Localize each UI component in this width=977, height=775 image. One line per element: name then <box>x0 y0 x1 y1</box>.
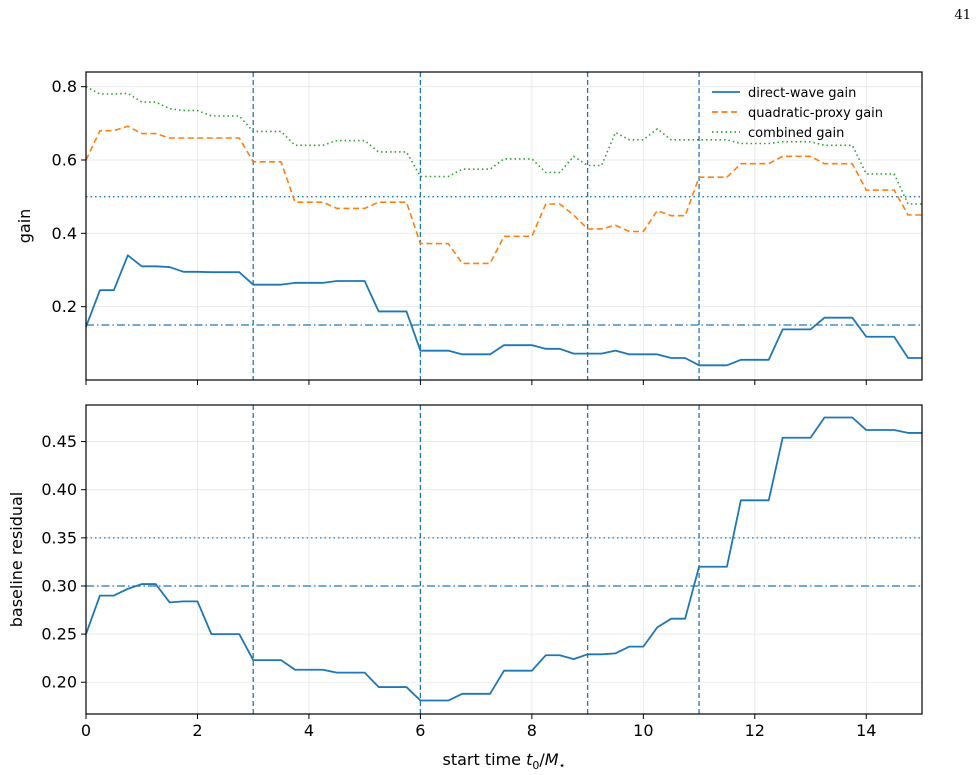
x-axis-label-part: / <box>539 750 545 769</box>
x-tick-label: 4 <box>304 721 314 740</box>
x-tick-label: 8 <box>527 721 537 740</box>
x-axis-label-part: 0 <box>532 759 539 772</box>
y-tick-label: 0.4 <box>52 224 77 243</box>
x-axis-label-part: start time <box>443 750 527 769</box>
y-tick-label: 0.8 <box>52 77 77 96</box>
y-tick-label: 0.2 <box>52 297 77 316</box>
direct-wave-gain-line <box>85 254 922 367</box>
y-tick-label: 0.20 <box>41 673 77 692</box>
x-tick-label: 10 <box>633 721 653 740</box>
residual-line <box>85 416 922 702</box>
axes-frame <box>85 404 923 715</box>
y-tick-label: 0.30 <box>41 576 77 595</box>
legend-label: combined gain <box>748 126 844 141</box>
gain-panel: 0.2 0.4 0.6 0.8 gain direct-wave gain quadrati… <box>15 71 923 385</box>
page-number: 41 <box>954 8 971 23</box>
legend-label: direct-wave gain <box>748 86 856 101</box>
axes-frame <box>85 71 923 381</box>
x-axis-label-part: M <box>545 750 559 769</box>
y-tick-label: 0.40 <box>41 480 77 499</box>
x-tick-label: 14 <box>856 721 876 740</box>
baseline-residual-panel: 0 2 4 6 8 10 12 14 0.20 0.25 0.30 0.35 0.40 0.45 basel… <box>7 404 923 772</box>
y-axis-label: gain <box>15 209 34 244</box>
combined-gain-line <box>85 85 922 205</box>
y-axis-label: baseline residual <box>7 492 26 628</box>
x-axis-label: start time t0/M⋆ <box>443 750 566 772</box>
y-tick-label: 0.25 <box>41 625 77 644</box>
quadratic-proxy-gain-line <box>85 125 922 265</box>
x-axis-label-part: ⋆ <box>559 759 566 772</box>
x-tick-label: 2 <box>192 721 202 740</box>
x-axis-label-part: t <box>526 750 533 769</box>
x-tick-label: 12 <box>745 721 765 740</box>
y-tick-label: 0.45 <box>41 432 77 451</box>
x-tick-label: 6 <box>415 721 425 740</box>
y-tick-label: 0.35 <box>41 528 77 547</box>
x-tick-label: 0 <box>81 721 91 740</box>
legend-label: quadratic-proxy gain <box>748 106 883 121</box>
y-tick-label: 0.6 <box>52 151 77 170</box>
